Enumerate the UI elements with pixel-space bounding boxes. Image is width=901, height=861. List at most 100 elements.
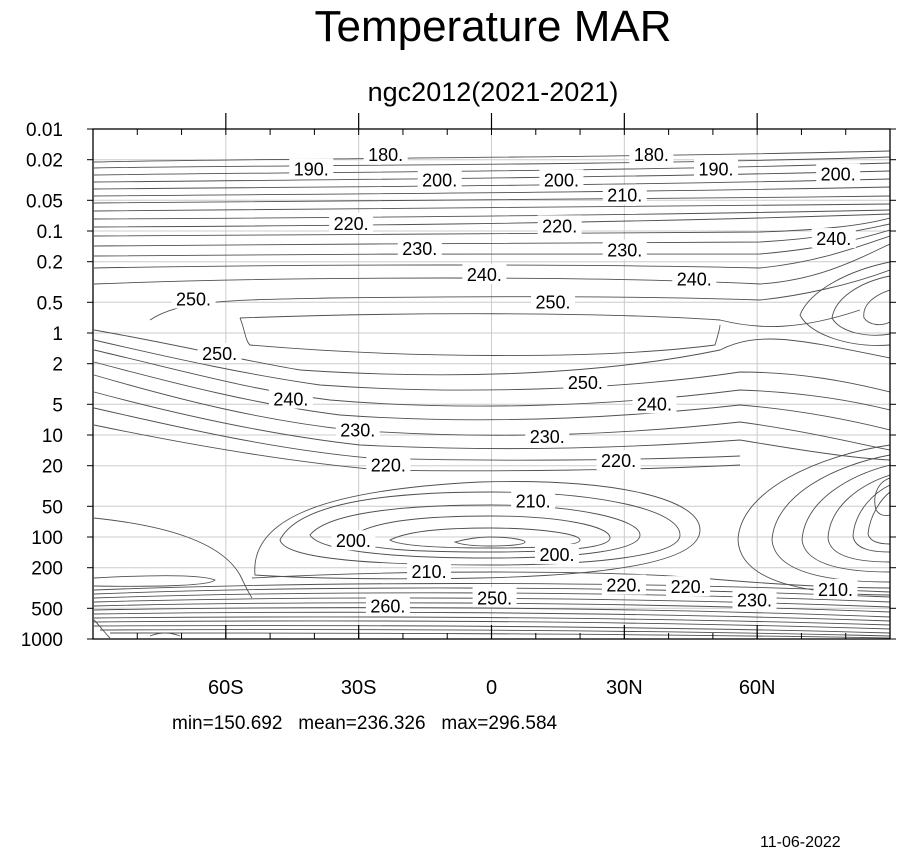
contour-label-text: 250.	[536, 292, 571, 312]
contour-label-background	[329, 212, 374, 233]
contour-line	[93, 349, 891, 411]
contour-label-background	[363, 144, 408, 165]
contour-label-text: 230.	[530, 427, 565, 447]
contour-label-text: 250.	[176, 290, 211, 310]
contour-line	[863, 289, 891, 326]
contour-label-background	[535, 543, 580, 564]
contour-label-background	[268, 388, 313, 409]
contour-line	[149, 269, 891, 321]
contour-line	[93, 339, 891, 393]
contour-label-background	[629, 144, 674, 165]
contour-label-background	[197, 342, 242, 363]
contour-label-background	[563, 372, 608, 393]
contour-line	[453, 536, 526, 547]
contour-line	[93, 616, 891, 626]
contour-label: 210.	[511, 490, 556, 512]
statistics-line: min=150.692 mean=236.326 max=296.584	[172, 713, 557, 735]
contour-label-text: 220.	[371, 456, 406, 476]
contour-label: 180.	[363, 144, 408, 165]
contour-label-background	[335, 419, 380, 440]
contour-label-text: 230.	[737, 591, 772, 611]
contour-line	[93, 517, 253, 599]
contour-label-text: 220.	[671, 577, 706, 597]
contour-label-background	[632, 393, 677, 414]
contour-line	[93, 575, 216, 587]
contour-line	[93, 611, 891, 622]
contour-line	[93, 625, 891, 634]
contour-label: 220.	[366, 454, 411, 476]
contour-label-text: 240.	[816, 229, 851, 249]
y-axis: 0.01 0.02 0.05 0.1 0.2 0.5 1 2 5 10 20 50 100 200 500 1…	[21, 120, 896, 651]
contour-label-text: 190.	[698, 160, 733, 180]
contour-label: 200.	[816, 163, 861, 185]
contour-line	[874, 477, 891, 516]
contour-line	[93, 391, 891, 461]
contour-label: 250.	[563, 372, 608, 393]
contour-label: 240.	[672, 268, 717, 290]
contour-label-background	[666, 576, 711, 597]
contour-label: 200.	[535, 543, 580, 565]
contour-label-background	[511, 490, 556, 511]
contour-line	[239, 317, 721, 356]
y-tick-label: 200	[31, 559, 63, 580]
contour-label-text: 230.	[340, 420, 375, 440]
y-tick-label: 1000	[21, 630, 63, 651]
contour-line	[149, 632, 181, 637]
contour-label-text: 240.	[677, 270, 712, 290]
x-tick-label: 30S	[341, 677, 377, 699]
contour-label: 220.	[596, 450, 641, 471]
contour-label-background	[539, 169, 584, 190]
contour-line	[254, 481, 701, 580]
contour-line	[239, 309, 861, 327]
contour-label-background	[816, 163, 861, 184]
contour-line	[93, 620, 891, 630]
contour-label: 180.	[629, 144, 674, 165]
contour-line	[852, 484, 891, 553]
contour-label-text: 230.	[402, 239, 437, 259]
contour-line	[93, 243, 891, 285]
contour-line	[279, 491, 681, 566]
y-tick-label: 0.2	[37, 253, 63, 274]
contour-label-text: 210.	[818, 580, 853, 600]
contour-label-text: 240.	[273, 390, 308, 410]
contour-label-text: 230.	[607, 240, 642, 260]
x-axis: 60S 30S 0 30N 60N	[92, 113, 891, 699]
contour-label: 240.	[811, 228, 856, 249]
contour-label-background	[732, 589, 777, 610]
contour-label: 190.	[693, 158, 738, 180]
contour-label: 200.	[539, 169, 584, 191]
contour-label-background	[417, 169, 462, 190]
contour-line	[801, 464, 891, 573]
contour-line	[93, 156, 891, 169]
contour-label-background	[525, 426, 570, 447]
contour-label: 230.	[602, 239, 647, 260]
contour-line	[827, 474, 891, 563]
contour-label-background	[365, 595, 410, 616]
contour-label-background	[811, 228, 856, 249]
contour-line	[99, 629, 891, 637]
contour-label-text: 250.	[202, 344, 237, 364]
contour-label-background	[171, 288, 216, 309]
contour-line	[389, 527, 581, 549]
contour-label-text: 220.	[334, 214, 369, 234]
contour-label: 220.	[537, 215, 582, 236]
y-tick-label: 0.1	[37, 222, 63, 243]
date-stamp: 11-06-2022	[760, 834, 841, 851]
contour-label: 250.	[531, 291, 576, 312]
contour-line	[93, 235, 891, 269]
contour-label-background	[602, 184, 647, 205]
contour-label-background	[289, 158, 334, 179]
contour-label-text: 200.	[821, 165, 856, 185]
contour-label-background	[813, 578, 858, 599]
chart-subtitle: ngc2012(2021-2021)	[367, 77, 619, 107]
x-tick-label: 60S	[208, 677, 244, 699]
contour-label-text: 250.	[477, 588, 512, 608]
contour-label-text: 200.	[422, 171, 457, 191]
contour-label: 240.	[632, 393, 677, 414]
contour-line	[109, 632, 891, 639]
contour-label: 250.	[171, 288, 216, 310]
contour-label-text: 190.	[294, 160, 329, 180]
contour-label-text: 260.	[370, 596, 405, 616]
contour-label-background	[672, 268, 717, 289]
